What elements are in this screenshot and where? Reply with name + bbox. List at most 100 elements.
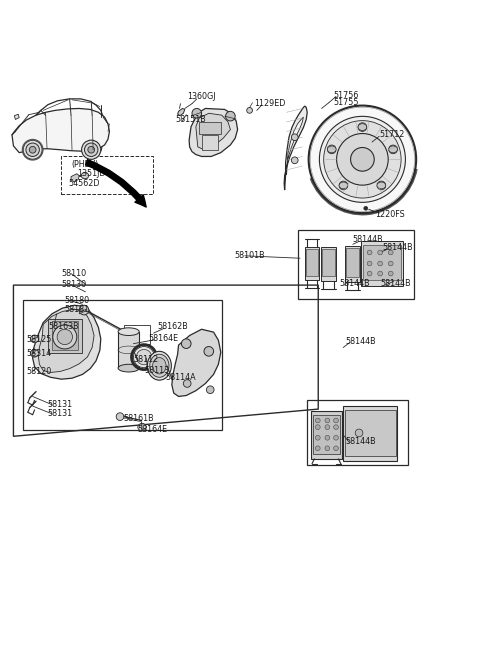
Polygon shape — [189, 109, 238, 157]
Text: 58101B: 58101B — [234, 251, 265, 260]
Circle shape — [378, 271, 383, 276]
Polygon shape — [172, 329, 221, 397]
Circle shape — [29, 146, 36, 153]
Text: 58180: 58180 — [65, 296, 90, 305]
Text: 58110: 58110 — [61, 269, 86, 278]
Text: 58130: 58130 — [61, 280, 86, 289]
Text: 1351JD: 1351JD — [77, 170, 105, 178]
Text: 58151B: 58151B — [175, 115, 206, 124]
Circle shape — [204, 347, 214, 356]
Circle shape — [358, 123, 367, 131]
Text: 1129ED: 1129ED — [254, 99, 286, 108]
Ellipse shape — [358, 124, 367, 131]
Ellipse shape — [30, 336, 39, 342]
Text: 58181: 58181 — [65, 305, 90, 314]
Polygon shape — [14, 115, 19, 120]
Polygon shape — [361, 241, 403, 286]
Polygon shape — [178, 109, 185, 116]
Circle shape — [388, 261, 393, 266]
Circle shape — [367, 250, 372, 255]
Ellipse shape — [389, 146, 397, 153]
Circle shape — [336, 133, 388, 185]
Circle shape — [226, 111, 235, 121]
Text: 1220FS: 1220FS — [375, 210, 405, 219]
Text: 1360GJ: 1360GJ — [187, 93, 216, 102]
Circle shape — [378, 250, 383, 255]
Circle shape — [84, 143, 98, 157]
Polygon shape — [343, 406, 397, 461]
Polygon shape — [118, 332, 139, 368]
Polygon shape — [346, 248, 359, 278]
Ellipse shape — [138, 424, 146, 430]
Circle shape — [334, 418, 338, 423]
Polygon shape — [79, 309, 86, 314]
Text: 58144B: 58144B — [346, 437, 376, 446]
Polygon shape — [306, 249, 318, 276]
Bar — [307, 400, 408, 465]
Polygon shape — [33, 305, 101, 379]
Text: 51712: 51712 — [379, 130, 405, 139]
Text: 58113: 58113 — [144, 366, 169, 375]
Circle shape — [389, 145, 397, 154]
Polygon shape — [345, 246, 360, 282]
Circle shape — [334, 446, 338, 451]
Text: 58144B: 58144B — [381, 279, 411, 288]
Circle shape — [327, 145, 336, 154]
Circle shape — [79, 305, 89, 315]
Polygon shape — [322, 249, 335, 276]
Text: 58144B: 58144B — [352, 236, 383, 245]
Polygon shape — [287, 117, 303, 175]
Text: 58125: 58125 — [26, 335, 52, 344]
Polygon shape — [199, 122, 221, 134]
Circle shape — [388, 271, 393, 276]
Polygon shape — [38, 309, 94, 373]
Circle shape — [291, 157, 298, 164]
FancyArrowPatch shape — [85, 160, 146, 207]
Circle shape — [183, 380, 191, 388]
Text: 58164E: 58164E — [149, 334, 179, 343]
Circle shape — [138, 423, 146, 431]
Text: 58114A: 58114A — [166, 373, 196, 382]
Polygon shape — [305, 247, 319, 280]
Ellipse shape — [150, 354, 169, 377]
Polygon shape — [196, 113, 230, 149]
Circle shape — [127, 331, 134, 339]
Circle shape — [315, 435, 320, 440]
Circle shape — [378, 261, 383, 266]
Circle shape — [291, 134, 298, 140]
Circle shape — [325, 446, 330, 451]
Polygon shape — [284, 106, 307, 190]
Circle shape — [315, 418, 320, 423]
Polygon shape — [48, 319, 82, 353]
Circle shape — [88, 146, 95, 153]
Circle shape — [206, 386, 214, 393]
Text: 58161B: 58161B — [124, 414, 155, 423]
Circle shape — [23, 140, 42, 159]
Circle shape — [388, 250, 393, 255]
Polygon shape — [313, 415, 340, 454]
Circle shape — [134, 345, 140, 351]
Ellipse shape — [81, 173, 89, 179]
Polygon shape — [52, 321, 78, 351]
Ellipse shape — [327, 146, 336, 153]
Text: 58120: 58120 — [26, 367, 52, 376]
Circle shape — [116, 413, 124, 421]
Ellipse shape — [30, 350, 39, 356]
Circle shape — [364, 206, 368, 210]
Circle shape — [325, 418, 330, 423]
Circle shape — [334, 435, 338, 440]
Circle shape — [82, 140, 101, 159]
Text: (PHEV): (PHEV) — [71, 160, 98, 169]
Circle shape — [367, 271, 372, 276]
Circle shape — [339, 181, 348, 190]
Ellipse shape — [339, 182, 348, 189]
Polygon shape — [363, 245, 401, 280]
Text: 58131: 58131 — [47, 410, 72, 418]
Text: 51756: 51756 — [334, 91, 359, 100]
Circle shape — [350, 148, 374, 171]
Text: 58131: 58131 — [47, 400, 72, 409]
Circle shape — [136, 349, 152, 365]
Circle shape — [325, 435, 330, 440]
Ellipse shape — [118, 328, 139, 336]
Circle shape — [31, 349, 38, 357]
